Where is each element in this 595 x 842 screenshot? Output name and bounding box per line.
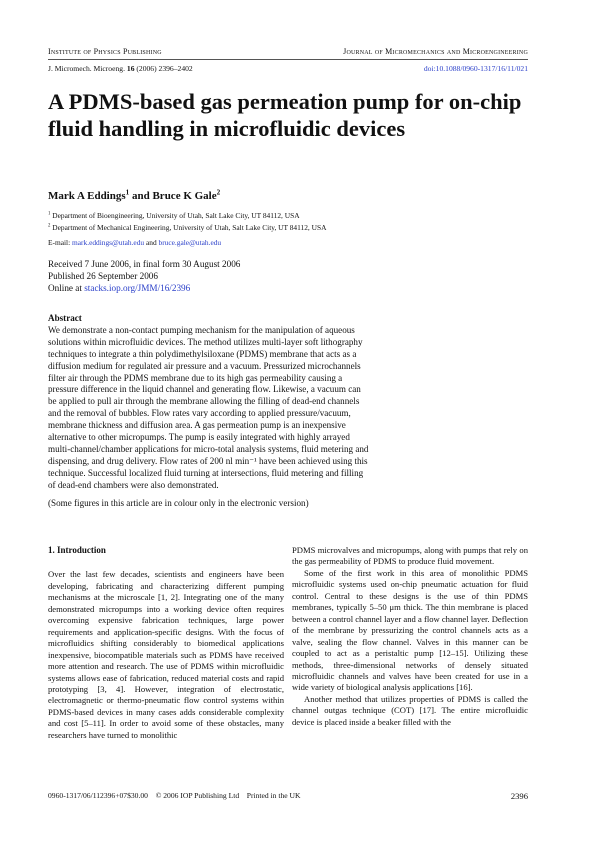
affil-text: Department of Mechanical Engineering, Un… (52, 223, 327, 232)
affiliation: 1 Department of Bioengineering, Universi… (48, 211, 300, 220)
paragraph: PDMS microvalves and micropumps, along w… (292, 545, 528, 567)
affil-text: Department of Bioengineering, University… (52, 211, 300, 220)
journal-name: Journal of Micromechanics and Microengin… (343, 47, 528, 56)
received: Received 7 June 2006, in final form 30 A… (48, 259, 241, 269)
email-line: E-mail: mark.eddings@utah.edu and bruce.… (48, 238, 221, 247)
journal-abbrev: J. Micromech. Microeng. (48, 64, 125, 73)
online: Online at stacks.iop.org/JMM/16/2396 (48, 282, 240, 294)
left-column: 1. Introduction Over the last few decade… (48, 545, 284, 741)
history: Received 7 June 2006, in final form 30 A… (48, 258, 240, 294)
author-join: and (131, 190, 150, 202)
abstract-heading: Abstract (48, 313, 82, 323)
online-label: Online at (48, 283, 82, 293)
year-pages: (2006) 2396–2402 (136, 64, 193, 73)
published: Published 26 September 2006 (48, 271, 158, 281)
author-affil: 2 (216, 188, 221, 197)
printed: Printed in the UK (246, 791, 301, 800)
email-join: and (145, 238, 157, 247)
paragraph: Over the last few decades, scientists an… (48, 569, 284, 740)
page-number: 2396 (510, 791, 528, 801)
authors: Mark A Eddings1 and Bruce K Gale2 (48, 188, 221, 202)
email-link[interactable]: mark.eddings@utah.edu (72, 238, 145, 247)
article-title: A PDMS-based gas permeation pump for on-… (48, 89, 522, 141)
colour-note: (Some figures in this article are in col… (48, 497, 309, 508)
affil-number: 1 (48, 211, 51, 217)
paragraph: Some of the first work in this area of m… (292, 567, 528, 693)
online-link[interactable]: stacks.iop.org/JMM/16/2396 (84, 283, 191, 293)
right-column: PDMS microvalves and micropumps, along w… (292, 545, 528, 728)
paragraph: Another method that utilizes properties … (292, 693, 528, 727)
copyright: © 2006 IOP Publishing Ltd (155, 791, 240, 800)
section-heading: 1. Introduction (48, 545, 106, 555)
footer-left: 0960-1317/06/112396+07$30.00 © 2006 IOP … (48, 791, 301, 800)
author: Mark A Eddings (48, 190, 126, 202)
author: Bruce K Gale (152, 190, 217, 202)
author-affil: 1 (125, 188, 130, 197)
affiliation: 2 Department of Mechanical Engineering, … (48, 223, 326, 232)
citation: J. Micromech. Microeng. 16 (2006) 2396–2… (48, 64, 193, 73)
email-label: E-mail: (48, 238, 71, 247)
affil-number: 2 (48, 223, 51, 229)
abstract-text: We demonstrate a non-contact pumping mec… (48, 324, 369, 490)
issn: 0960-1317/06/112396+07$30.00 (48, 791, 148, 800)
header-rule (48, 59, 528, 60)
email-link[interactable]: bruce.gale@utah.edu (158, 238, 222, 247)
volume: 16 (126, 64, 135, 73)
publisher: Institute of Physics Publishing (48, 47, 162, 56)
doi-link[interactable]: doi:10.1088/0960-1317/16/11/021 (423, 64, 528, 73)
abstract: Abstract We demonstrate a non-contact pu… (48, 313, 370, 510)
